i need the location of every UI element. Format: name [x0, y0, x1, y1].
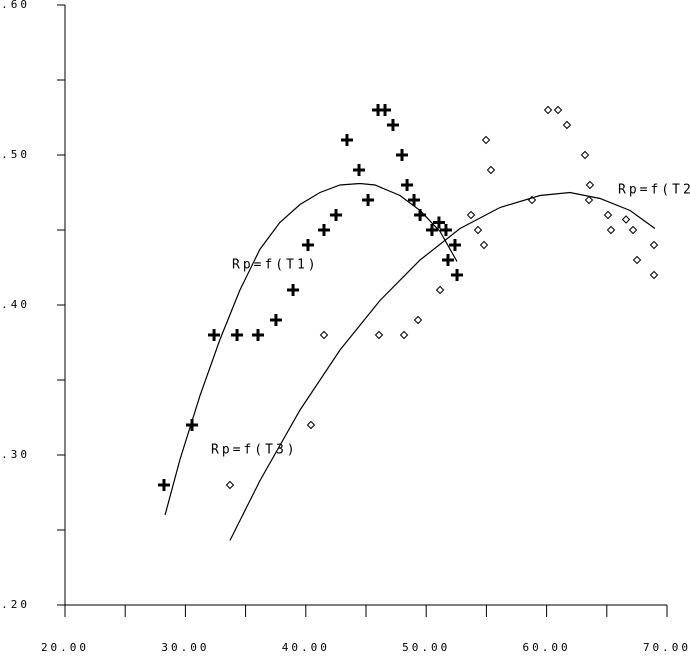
diamond-marker — [473, 225, 483, 235]
plus-marker — [252, 329, 265, 341]
y-tick-label: 3.30 — [0, 448, 30, 461]
diamond-marker — [621, 215, 631, 224]
diamond-marker — [632, 255, 642, 265]
fit-curve — [164, 182, 458, 516]
diamond-marker — [319, 330, 329, 340]
x-tick-label: 20.00 — [41, 641, 89, 654]
diamond-marker — [562, 120, 572, 130]
diamond-marker — [486, 165, 496, 175]
diamond-marker — [399, 330, 409, 340]
fit-curve — [229, 191, 656, 541]
diamond-marker — [649, 270, 659, 280]
diamond-marker — [585, 180, 595, 190]
annotation: Rp=f(T2) — [618, 183, 690, 198]
diamond-marker — [413, 315, 423, 325]
plus-marker — [425, 224, 438, 236]
plus-marker — [340, 134, 353, 146]
x-tick-label: 60.00 — [523, 641, 571, 654]
plus-marker — [439, 224, 452, 236]
plus-marker — [362, 194, 375, 206]
plus-marker — [379, 104, 392, 116]
x-tick-label: 30.00 — [161, 641, 209, 654]
plus-marker — [330, 209, 343, 221]
diamond-marker — [225, 480, 235, 490]
x-tick-label: 50.00 — [402, 641, 450, 654]
y-tick-label: 3.60 — [0, 0, 30, 11]
diamond-marker — [374, 330, 384, 340]
plus-marker — [157, 479, 170, 491]
plus-marker — [301, 239, 314, 251]
diamond-marker — [466, 210, 476, 220]
plus-marker — [287, 284, 300, 296]
plus-marker — [317, 224, 330, 236]
diamond-marker — [306, 420, 316, 430]
diamond-marker — [543, 105, 553, 115]
diamond-marker — [479, 240, 489, 250]
plus-marker — [408, 194, 421, 206]
diamond-marker — [580, 150, 590, 160]
plus-marker — [208, 329, 221, 341]
y-tick-label: 3.40 — [0, 298, 30, 311]
diamond-marker — [603, 210, 613, 220]
y-tick-label: 3.20 — [0, 598, 30, 611]
plus-marker — [231, 329, 244, 341]
x-tick-label: 70.00 — [643, 641, 690, 654]
plus-marker — [441, 254, 454, 266]
plus-marker — [353, 164, 366, 176]
diamond-marker — [435, 285, 445, 295]
plus-marker — [386, 119, 399, 131]
x-tick-label: 40.00 — [282, 641, 330, 654]
plus-marker — [432, 216, 445, 229]
diamond-marker — [649, 240, 659, 250]
diamond-marker — [606, 225, 616, 235]
plus-marker — [269, 314, 282, 326]
annotation: Rp=f(T3) — [211, 443, 298, 458]
diamond-marker — [628, 225, 638, 235]
plus-marker — [451, 269, 464, 281]
annotation: Rp=f(T1) — [232, 258, 319, 273]
diamond-marker — [481, 135, 491, 145]
plus-marker — [401, 179, 414, 191]
y-tick-label: 3.50 — [0, 148, 30, 161]
plus-marker — [448, 239, 461, 251]
diamond-marker — [553, 105, 563, 115]
diamond-marker — [584, 195, 594, 205]
plus-marker — [396, 149, 408, 161]
